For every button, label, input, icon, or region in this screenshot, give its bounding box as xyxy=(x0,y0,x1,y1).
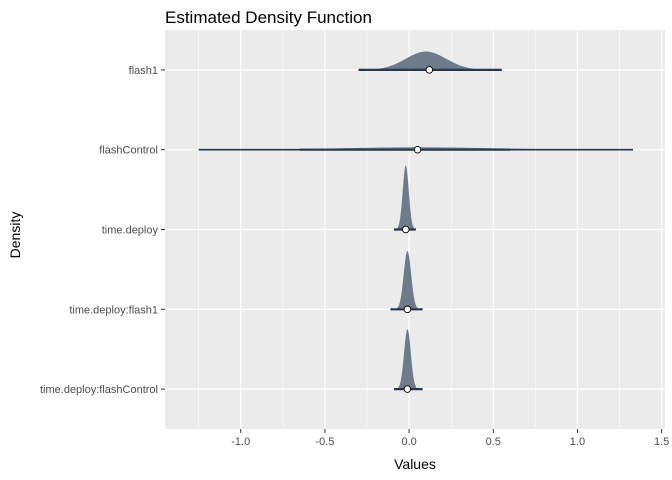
density-ridge xyxy=(393,329,423,390)
density-ridge xyxy=(390,251,423,310)
x-tick-label: 0.5 xyxy=(486,436,501,448)
point-estimate xyxy=(425,66,434,74)
point-estimates xyxy=(401,66,434,393)
major-gridlines xyxy=(165,30,665,429)
y-tick-label: flashControl xyxy=(99,145,158,157)
x-tick-label: -1.0 xyxy=(231,436,250,448)
point-estimate xyxy=(403,305,412,314)
chart-title: Estimated Density Function xyxy=(165,8,372,27)
density-ridge xyxy=(393,165,416,230)
x-axis-title: Values xyxy=(394,456,436,472)
x-tick-label: 1.5 xyxy=(654,436,669,448)
y-tick-label: time.deploy:flash1 xyxy=(69,304,158,316)
y-tick-label: time.deploy:flashControl xyxy=(40,384,158,396)
point-estimate xyxy=(403,385,412,393)
density-ridge xyxy=(358,51,502,70)
y-axis-title: Density xyxy=(7,212,23,259)
point-estimate xyxy=(413,145,422,154)
x-tick-label: 1.0 xyxy=(570,436,585,448)
y-tick-label: flash1 xyxy=(129,65,158,77)
x-axis: -1.0 -0.5 0.0 0.5 1.0 1.5 xyxy=(231,429,669,448)
x-tick-label: 0.0 xyxy=(401,436,416,448)
y-tick-label: time.deploy xyxy=(102,225,159,237)
point-estimate xyxy=(401,225,410,234)
y-axis: flash1 flashControl time.deploy time.deploy… xyxy=(40,65,165,396)
x-tick-label: -0.5 xyxy=(315,436,334,448)
